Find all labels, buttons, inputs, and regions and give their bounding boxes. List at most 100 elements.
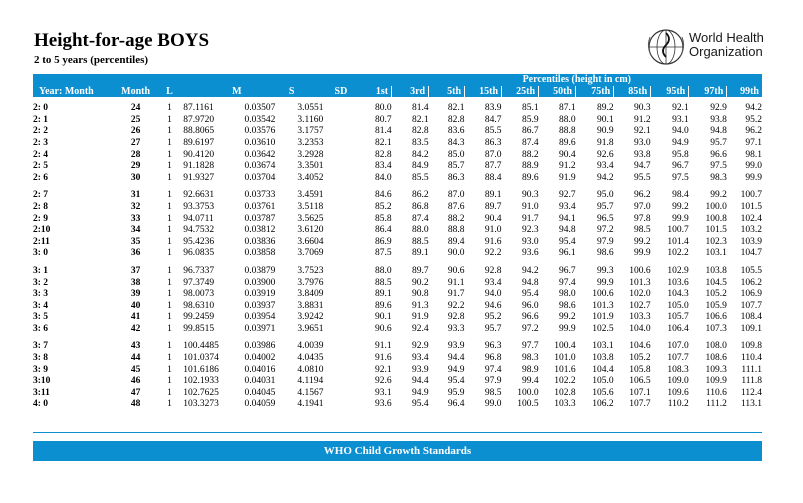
table-row: 4: 0 48 1 103.3273 0.04059 4.1941 93.6 95.4 96.4… [33,399,762,411]
table-row: 3: 6 42 1 99.8515 0.03971 3.9651 90.6 92.4 93.3 9… [33,324,762,336]
table-cell: 1 [167,399,172,410]
table-row: 3: 5 41 1 99.2459 0.03954 3.9242 90.1 91.9 92.8 9… [33,312,762,324]
table-cell: 102.4 [740,213,762,224]
table-cell: 0.03937 [244,300,276,311]
table-cell: 91.3 [411,300,429,311]
table-cell: 106.5 [629,376,651,387]
table-cell: 1 [167,265,172,276]
column-header: S [244,85,298,98]
table-cell: 2:10 [33,225,51,236]
table-cell: 97.4 [558,277,576,288]
table-cell: 106.9 [740,289,762,300]
table-cell: 3.0551 [297,103,324,114]
table-cell: 0.03542 [244,114,276,125]
table-cell: 3.1160 [297,114,324,125]
table-cell: 31 [130,190,141,201]
table-cell: 85.9 [521,114,539,125]
table-cell: 103.1 [705,248,727,259]
table-cell: 105.2 [629,353,651,364]
table-cell: 96.8 [484,353,502,364]
table-cell: 82.8 [447,114,465,125]
table-cell: 1 [167,190,172,201]
table-cell: 1 [167,213,172,224]
table-cell: 102.7625 [183,387,219,398]
table-cell: 92.8 [447,312,465,323]
table-cell: 3: 6 [33,323,49,334]
table-cell: 3: 0 [33,248,49,259]
table-cell: 102.7 [629,300,651,311]
table-bottom-rule [33,432,762,433]
table-cell: 103.1 [592,341,614,352]
table-cell: 90.8 [411,289,429,300]
table-cell: 87.1 [558,103,576,114]
table-cell: 91.0 [521,201,539,212]
table-cell: 86.3 [484,137,502,148]
table-cell: 4: 0 [33,399,49,410]
table-cell: 94.2 [745,103,762,114]
table-cell: 37 [130,265,141,276]
table-cell: 84.0 [374,172,392,183]
table-cell: 101.0 [554,353,576,364]
table-cell: 94.7532 [183,225,215,236]
table-cell: 104.7 [740,248,762,259]
table-cell: 96.6 [710,149,727,160]
table-cell: 3.4591 [297,190,324,201]
table-cell: 83.9 [484,103,502,114]
table-cell: 3.3501 [297,161,324,172]
table-cell: 98.4 [672,190,689,201]
table-cell: 2: 0 [33,103,49,114]
table-cell: 98.5 [634,225,651,236]
table-cell: 92.6631 [183,190,215,201]
table-row: 3: 1 37 1 96.7337 0.03879 3.7523 88.0 89.7 90.6 9… [33,266,762,278]
table-cell: 2: 4 [33,149,49,160]
table-cell: 96.2 [745,126,762,137]
table-cell: 91.0 [484,225,502,236]
table-cell: 99.2459 [183,312,215,323]
table-cell: 1 [167,376,172,387]
table-cell: 93.8 [634,149,651,160]
table-cell: 2: 3 [33,137,49,148]
column-header: 3rd [391,85,429,98]
table-cell: 30 [130,172,141,183]
table-cell: 85.5 [411,172,429,183]
table-cell: 109.3 [705,364,727,375]
table-cell: 2: 5 [33,161,49,172]
table-row: 3: 9 45 1 101.6186 0.04016 4.0810 92.1 93.9 94.9… [33,365,762,377]
table-cell: 108.3 [667,364,689,375]
table-cell: 1 [167,300,172,311]
column-header: 99th [726,85,762,98]
table-cell: 4.1194 [297,376,324,387]
table-cell: 95.4 [447,376,465,387]
table-cell: 102.2 [554,376,576,387]
table-row: 2:11 35 1 95.4236 0.03836 3.6604 86.9 88.5 89.4 9… [33,237,762,249]
table-cell: 0.03986 [244,341,276,352]
table-cell: 106.6 [705,312,727,323]
table-cell: 94.0711 [183,213,214,224]
table-cell: 0.03761 [244,201,276,212]
table-cell: 92.8 [484,265,502,276]
table-cell: 1 [167,126,172,137]
table-cell: 48 [130,399,141,410]
table-cell: 94.0 [672,126,689,137]
table-cell: 103.8 [705,265,727,276]
table-cell: 95.7 [597,201,614,212]
table-cell: 3: 2 [33,277,49,288]
table-cell: 91.1 [374,341,392,352]
table-cell: 3.1757 [297,126,324,137]
table-cell: 83.6 [447,126,465,137]
table-cell: 98.3 [521,353,539,364]
table-cell: 100.6 [592,289,614,300]
table-cell: 3:11 [33,387,50,398]
table-cell: 105.0 [592,376,614,387]
table-cell: 96.4 [447,399,465,410]
column-header: 50th [538,85,576,98]
table-cell: 86.9 [374,236,392,247]
table-cell: 89.6 [521,172,539,183]
table-cell: 1 [167,114,172,125]
table-cell: 80.7 [374,114,392,125]
table-cell: 93.0 [521,236,539,247]
table-cell: 100.5 [517,399,539,410]
table-cell: 89.1 [411,248,429,259]
table-cell: 113.1 [740,399,762,410]
logo-line-2: Organization [689,44,763,59]
